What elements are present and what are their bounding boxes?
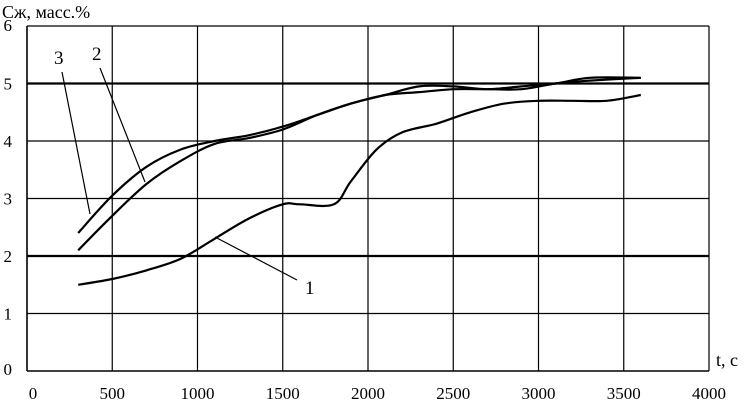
x-tick-labels: 0 500 1000 1500 2000 2500 3000 3500 4000 [29, 384, 726, 403]
callout-leader-3 [61, 71, 91, 215]
y-tick-label: 0 [4, 360, 13, 379]
y-tick-label: 5 [4, 75, 13, 94]
x-tick-label: 1500 [266, 384, 300, 403]
y-tick-label: 6 [4, 16, 13, 35]
series-lines [77, 76, 641, 286]
y-tick-label: 3 [4, 190, 13, 209]
x-tick-label: 3000 [522, 384, 556, 403]
series-label-2: 2 [92, 44, 102, 65]
x-tick-label: 1000 [181, 384, 215, 403]
y-tick-labels: 0 1 2 3 4 5 6 [4, 16, 13, 379]
y-axis-label: Сж, масс.% [2, 2, 90, 22]
series-line-2 [77, 76, 641, 252]
x-tick-label: 500 [100, 384, 126, 403]
x-tick-label: 3500 [607, 384, 641, 403]
series-label-3: 3 [54, 48, 64, 69]
grid [27, 26, 709, 371]
x-tick-label: 4000 [692, 384, 726, 403]
y-tick-label: 2 [4, 247, 13, 266]
plot-frame [26, 25, 710, 372]
series-callouts: 1 2 3 [54, 44, 315, 299]
callout-leader-2 [99, 67, 146, 183]
x-axis-label: t, с [716, 350, 738, 370]
x-tick-label: 2500 [436, 384, 470, 403]
x-tick-label: 0 [29, 384, 38, 403]
y-tick-label: 1 [4, 305, 13, 324]
series-line-1 [78, 93, 641, 286]
series-line-3 [77, 76, 641, 234]
series-label-1: 1 [305, 278, 315, 299]
x-tick-label: 2000 [351, 384, 385, 403]
y-tick-label: 4 [4, 132, 13, 151]
callout-leader-1 [214, 236, 298, 281]
